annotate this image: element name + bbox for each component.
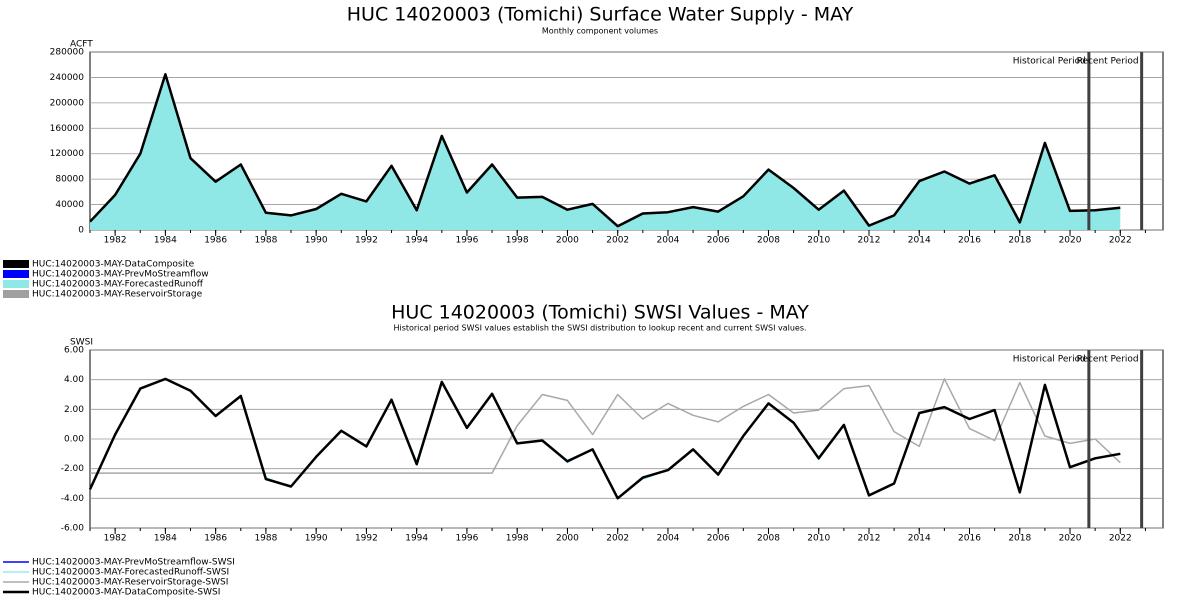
- x-tick-label: 2006: [707, 236, 730, 246]
- x-tick-label: 1986: [204, 534, 227, 544]
- y-tick-label: 40000: [55, 200, 84, 210]
- x-tick-label: 1982: [104, 534, 127, 544]
- line: [90, 378, 1121, 474]
- x-tick-label: 1996: [455, 236, 478, 246]
- legend-swatch: [3, 290, 29, 298]
- legend-label: HUC:14020003-MAY-DataComposite-SWSI: [32, 588, 220, 598]
- y-tick-label: 6.00: [64, 346, 84, 356]
- y-tick-label: -2.00: [61, 464, 85, 474]
- x-tick-label: 2020: [1059, 534, 1082, 544]
- y-tick-label: 280000: [50, 48, 85, 58]
- y-tick-label: 120000: [50, 149, 85, 159]
- y-axis-label: SWSI: [70, 338, 93, 348]
- y-tick-label: 0.00: [64, 435, 84, 445]
- x-tick-label: 1984: [154, 534, 177, 544]
- x-tick-label: 2004: [657, 534, 680, 544]
- x-tick-label: 2018: [1008, 236, 1031, 246]
- legend-label: HUC:14020003-MAY-ReservoirStorage-SWSI: [32, 578, 228, 588]
- legend-label: HUC:14020003-MAY-PrevMoStreamflow: [32, 270, 209, 280]
- x-tick-label: 2008: [757, 236, 780, 246]
- x-tick-label: 2012: [858, 236, 881, 246]
- period-label: Recent Period: [1077, 57, 1139, 67]
- legend-label: HUC:14020003-MAY-ForecastedRunoff-SWSI: [32, 568, 229, 578]
- chart-title: HUC 14020003 (Tomichi) Surface Water Sup…: [347, 4, 854, 26]
- x-tick-label: 1988: [254, 236, 277, 246]
- x-tick-label: 2010: [807, 236, 830, 246]
- x-tick-label: 1988: [254, 534, 277, 544]
- period-label: Historical Period: [1013, 57, 1086, 67]
- period-label: Recent Period: [1077, 355, 1139, 365]
- chart-subtitle: Monthly component volumes: [542, 27, 658, 36]
- area: [90, 74, 1121, 230]
- legend-swatch: [3, 260, 29, 268]
- x-tick-label: 1990: [305, 236, 328, 246]
- x-tick-label: 2000: [556, 534, 579, 544]
- y-tick-label: 240000: [50, 73, 85, 83]
- x-tick-label: 1994: [405, 534, 428, 544]
- legend-label: HUC:14020003-MAY-DataComposite: [32, 260, 195, 270]
- x-tick-label: 2014: [908, 236, 931, 246]
- x-tick-label: 2018: [1008, 534, 1031, 544]
- chart-title: HUC 14020003 (Tomichi) SWSI Values - MAY: [391, 302, 809, 324]
- y-tick-label: 0: [78, 226, 84, 236]
- y-tick-label: -6.00: [61, 524, 85, 534]
- x-tick-label: 1986: [204, 236, 227, 246]
- x-tick-label: 2006: [707, 534, 730, 544]
- legend-swatch: [3, 280, 29, 288]
- x-tick-label: 2004: [657, 236, 680, 246]
- x-tick-label: 2014: [908, 534, 931, 544]
- x-tick-label: 2016: [958, 534, 981, 544]
- y-tick-label: 160000: [50, 124, 85, 134]
- legend-swatch: [3, 270, 29, 278]
- x-tick-label: 1992: [355, 236, 378, 246]
- x-tick-label: 2020: [1059, 236, 1082, 246]
- x-tick-label: 2000: [556, 236, 579, 246]
- x-tick-label: 2008: [757, 534, 780, 544]
- x-tick-label: 1998: [506, 534, 529, 544]
- x-tick-label: 2010: [807, 534, 830, 544]
- x-tick-label: 2016: [958, 236, 981, 246]
- period-label: Historical Period: [1013, 355, 1086, 365]
- legend-label: HUC:14020003-MAY-PrevMoStreamflow-SWSI: [32, 558, 235, 568]
- y-tick-label: 200000: [50, 98, 85, 108]
- chart-subtitle: Historical period SWSI values establish …: [393, 324, 806, 333]
- y-axis-label: ACFT: [70, 40, 93, 50]
- x-tick-label: 1992: [355, 534, 378, 544]
- y-tick-label: 80000: [55, 175, 84, 185]
- x-tick-label: 2022: [1109, 236, 1132, 246]
- x-tick-label: 1998: [506, 236, 529, 246]
- x-tick-label: 2002: [606, 534, 629, 544]
- x-tick-label: 1996: [455, 534, 478, 544]
- y-tick-label: 2.00: [64, 405, 84, 415]
- x-tick-label: 1990: [305, 534, 328, 544]
- legend-label: HUC:14020003-MAY-ForecastedRunoff: [32, 280, 204, 290]
- x-tick-label: 2022: [1109, 534, 1132, 544]
- x-tick-label: 2012: [858, 534, 881, 544]
- line: [88, 377, 1121, 500]
- x-tick-label: 1994: [405, 236, 428, 246]
- x-tick-label: 1984: [154, 236, 177, 246]
- x-tick-label: 2002: [606, 236, 629, 246]
- legend-label: HUC:14020003-MAY-ReservoirStorage: [32, 290, 203, 300]
- line: [89, 73, 1121, 228]
- x-tick-label: 1982: [104, 236, 127, 246]
- y-tick-label: 4.00: [64, 375, 84, 385]
- y-tick-label: -4.00: [61, 494, 85, 504]
